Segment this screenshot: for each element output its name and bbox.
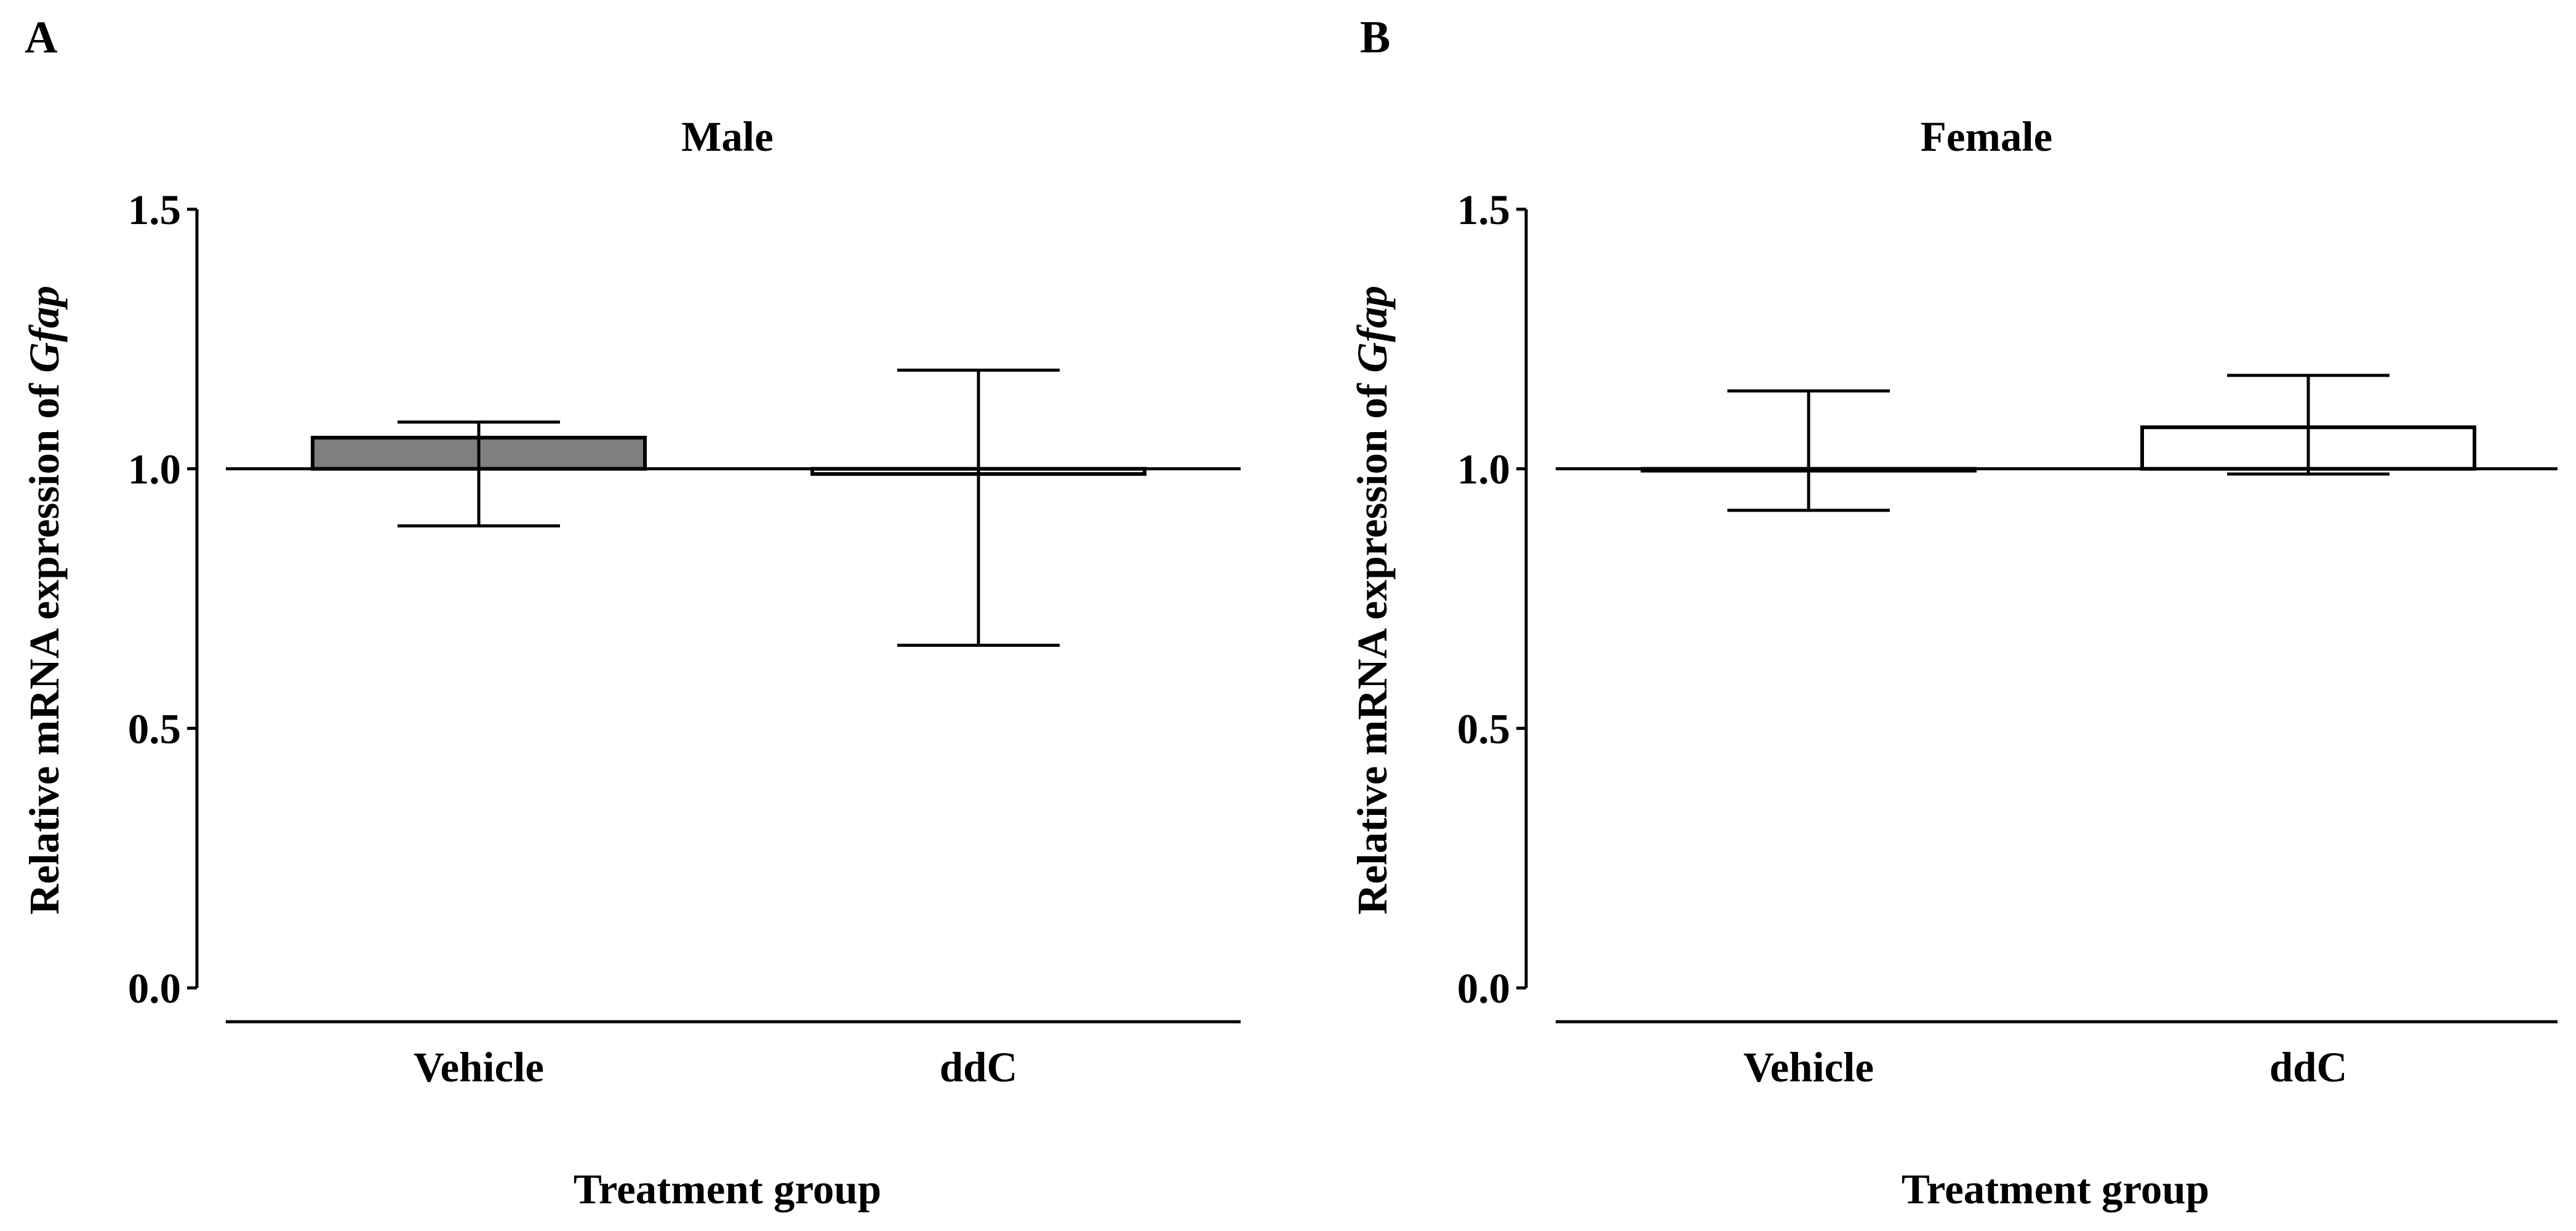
- x-tick-label: Vehicle: [414, 1044, 544, 1091]
- y-tick-label: 1.5: [1457, 186, 1510, 233]
- x-tick-label: ddC: [2270, 1044, 2348, 1091]
- y-axis-label: Relative mRNA expression of Gfap: [21, 286, 68, 915]
- y-tick-label: 0.5: [128, 705, 181, 752]
- x-tick-label: ddC: [940, 1044, 1018, 1091]
- panel-male: A Male Relative mRNA expression of Gfap …: [21, 12, 1241, 1213]
- y-tick-label: 1.0: [1457, 446, 1510, 493]
- x-axis-label: Treatment group: [1902, 1166, 2209, 1213]
- x-tick-label: Vehicle: [1743, 1044, 1874, 1091]
- y-tick-label: 1.0: [128, 446, 181, 493]
- y-tick-label: 0.5: [1457, 705, 1510, 752]
- x-axis-label: Treatment group: [574, 1166, 881, 1213]
- y-tick-label: 1.5: [128, 186, 181, 233]
- panel-letter: B: [1360, 12, 1390, 63]
- chart-title: Male: [681, 113, 773, 160]
- y-axis-label: Relative mRNA expression of Gfap: [1349, 286, 1396, 915]
- y-tick-label: 0.0: [1457, 965, 1510, 1012]
- panel-female: B Female Relative mRNA expression of Gfa…: [1349, 12, 2558, 1213]
- panel-letter: A: [25, 12, 57, 63]
- y-tick-label: 0.0: [128, 965, 181, 1012]
- chart-title: Female: [1921, 113, 2053, 160]
